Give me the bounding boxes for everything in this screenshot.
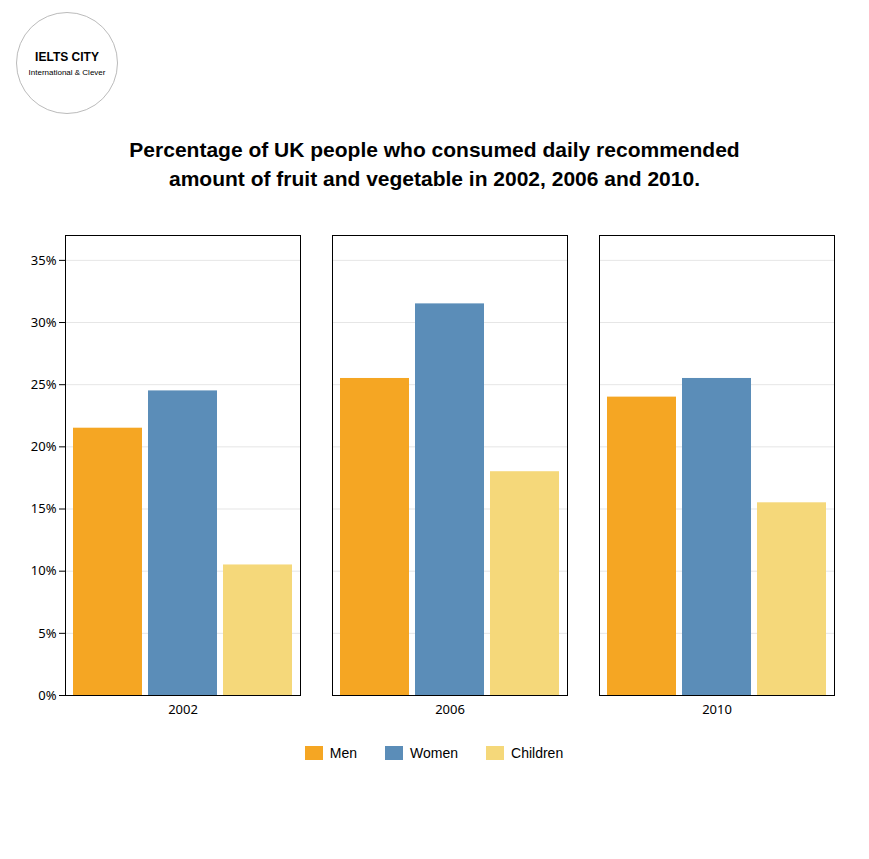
svg-text:35%: 35%	[31, 251, 57, 269]
svg-text:20%: 20%	[31, 437, 57, 455]
html-text:Women: Women	[410, 745, 458, 761]
svg-text:5%: 5%	[38, 623, 56, 641]
svg-text:2002: 2002	[168, 700, 198, 718]
html-text:Percentage of UK people who co: Percentage of UK people who consumed dai…	[129, 138, 740, 191]
svg-text:25%: 25%	[31, 375, 57, 393]
html-text:IELTS CITY: IELTS CITY	[35, 49, 99, 64]
html-text:International & Clever: International & Clever	[28, 67, 106, 77]
svg-text:15%: 15%	[31, 499, 57, 517]
svg-text:0%: 0%	[38, 686, 56, 704]
svg-text:2006: 2006	[435, 700, 465, 718]
html-text:Men: Men	[329, 745, 357, 761]
html-text:Children: Children	[511, 745, 564, 761]
svg-text:30%: 30%	[31, 313, 57, 331]
svg-text:10%: 10%	[31, 561, 57, 579]
svg-text:2010: 2010	[702, 700, 732, 718]
